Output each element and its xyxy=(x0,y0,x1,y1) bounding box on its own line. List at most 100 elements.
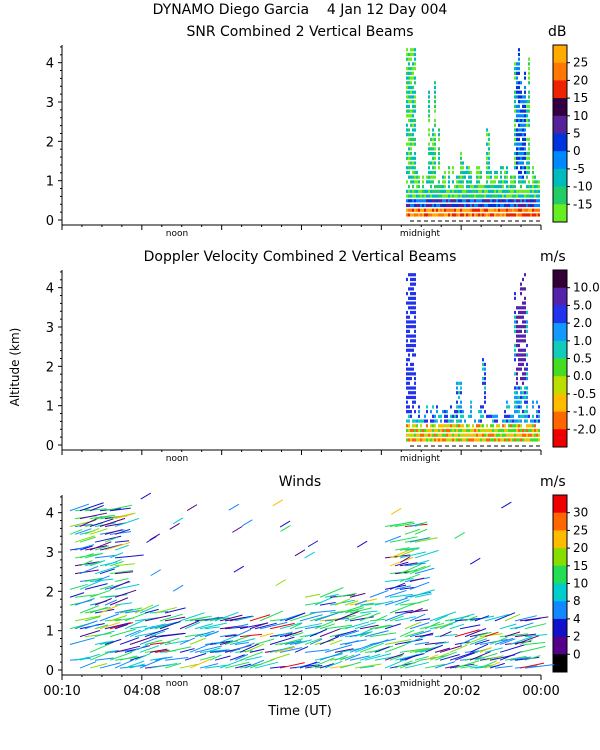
doppler-cell xyxy=(514,405,516,409)
snr-cell xyxy=(516,203,518,208)
snr-cell xyxy=(528,199,530,203)
doppler-cell xyxy=(408,438,410,442)
snr-cell xyxy=(520,142,522,146)
doppler-cell xyxy=(530,424,532,428)
snr-cell xyxy=(472,199,474,203)
snr-cell xyxy=(426,189,428,193)
colorbar-label: 0.0 xyxy=(573,369,592,383)
snr-heatmap xyxy=(406,48,540,222)
snr-cell xyxy=(528,57,530,61)
snr-cell xyxy=(468,213,470,217)
doppler-cell xyxy=(406,334,408,338)
doppler-cell xyxy=(534,433,536,437)
colorbar-label: 5.0 xyxy=(573,298,592,312)
wind-barb xyxy=(424,621,440,630)
colorbar-swatch xyxy=(553,495,567,514)
doppler-cell xyxy=(406,400,408,404)
wind-barb xyxy=(424,663,446,669)
doppler-cell xyxy=(494,419,496,423)
doppler-cell xyxy=(450,405,452,409)
snr-cell xyxy=(484,199,486,203)
doppler-cell xyxy=(408,315,410,319)
wind-barb xyxy=(394,599,410,606)
snr-cell xyxy=(494,185,496,189)
wind-barb xyxy=(194,630,215,638)
doppler-cell xyxy=(516,386,518,390)
snr-cell xyxy=(470,175,472,179)
wind-barb xyxy=(449,644,468,653)
doppler-cell xyxy=(442,428,444,433)
doppler-cell xyxy=(470,438,472,442)
snr-cell xyxy=(492,208,494,212)
snr-cell xyxy=(428,213,430,217)
doppler-cell xyxy=(536,414,538,418)
wind-barb xyxy=(114,513,134,520)
snr-cell xyxy=(412,85,414,90)
doppler-cell xyxy=(410,339,412,343)
wind-barb xyxy=(234,615,254,622)
snr-cell xyxy=(466,213,468,217)
doppler-cell xyxy=(410,310,412,315)
snr-cell xyxy=(460,189,462,193)
snr-cell xyxy=(538,180,540,184)
doppler-cell xyxy=(524,419,526,423)
snr-cell xyxy=(410,180,412,184)
snr-cell xyxy=(430,185,432,189)
snr-cell xyxy=(518,52,520,57)
x-tick-label: 04:08 xyxy=(123,684,160,699)
snr-cell xyxy=(522,133,524,137)
doppler-cell xyxy=(410,296,412,300)
snr-cell xyxy=(514,95,516,99)
doppler-cell xyxy=(412,405,414,409)
wind-barb xyxy=(354,622,376,630)
doppler-cell xyxy=(418,438,420,442)
midnight-marker: midnight xyxy=(400,679,441,689)
snr-cell xyxy=(466,185,468,189)
doppler-cell xyxy=(514,310,516,315)
doppler-cell xyxy=(432,428,434,433)
doppler-cell xyxy=(508,433,510,437)
snr-cell xyxy=(518,175,520,179)
snr-cell xyxy=(506,175,508,179)
snr-cell xyxy=(408,170,410,175)
snr-cell xyxy=(514,151,516,156)
snr-cell xyxy=(432,133,434,137)
doppler-cell xyxy=(458,391,460,395)
colorbar-label: 0.5 xyxy=(573,352,592,366)
snr-cell xyxy=(410,203,412,208)
doppler-cell xyxy=(522,334,524,338)
snr-cell xyxy=(422,199,424,203)
wind-barb xyxy=(334,629,357,638)
snr-cell xyxy=(504,170,506,175)
snr-cell xyxy=(416,180,418,184)
snr-cell xyxy=(524,151,526,156)
doppler-cell xyxy=(528,433,530,437)
snr-cell xyxy=(448,203,450,208)
doppler-cell xyxy=(438,433,440,437)
doppler-cell xyxy=(470,400,472,404)
snr-cell xyxy=(478,170,480,175)
snr-cell xyxy=(438,208,440,212)
wind-barb xyxy=(294,639,312,645)
snr-cell xyxy=(412,104,414,108)
snr-cell xyxy=(514,137,516,142)
snr-cell xyxy=(484,203,486,208)
snr-cell xyxy=(502,213,504,217)
snr-cell xyxy=(472,213,474,217)
wind-barb xyxy=(204,626,220,630)
doppler-cell xyxy=(458,381,460,385)
snr-cell xyxy=(514,100,516,104)
doppler-cell xyxy=(518,428,520,433)
snr-cell xyxy=(406,213,408,217)
doppler-cell xyxy=(406,386,408,390)
snr-cell xyxy=(528,147,530,151)
snr-cell xyxy=(502,199,504,203)
snr-cell xyxy=(528,71,530,75)
wind-barb xyxy=(309,638,323,645)
wind-barb xyxy=(399,573,421,583)
doppler-cell xyxy=(414,334,416,338)
snr-cell xyxy=(428,142,430,146)
snr-cell xyxy=(412,114,414,118)
doppler-cell xyxy=(456,419,458,423)
snr-cell xyxy=(432,189,434,193)
